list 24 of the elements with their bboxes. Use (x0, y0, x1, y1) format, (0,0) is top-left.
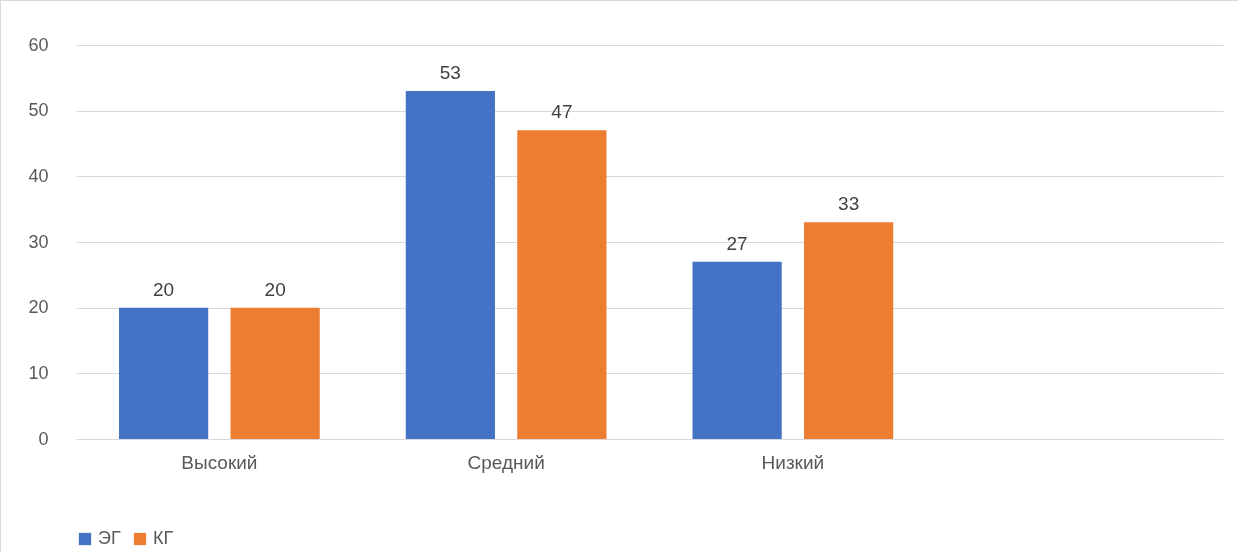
data-label: 47 (551, 101, 573, 123)
data-label: 53 (439, 61, 461, 83)
bar (692, 261, 782, 439)
bar (405, 90, 495, 439)
y-tick-label: 10 (28, 362, 49, 383)
bar (517, 130, 607, 439)
y-tick-label: 50 (28, 100, 49, 121)
bar (230, 307, 320, 439)
data-label: 20 (153, 278, 175, 300)
x-tick-label: Низкий (761, 451, 825, 473)
y-tick-label: 60 (28, 34, 49, 55)
legend-label: КГ (153, 528, 174, 548)
bar (804, 222, 894, 439)
legend-label: ЭГ (98, 528, 121, 548)
data-label: 27 (726, 232, 748, 254)
x-tick-label: Высокий (181, 451, 258, 473)
data-label: 20 (264, 278, 286, 300)
data-label: 33 (838, 193, 860, 215)
bar (119, 307, 209, 439)
y-tick-label: 0 (38, 428, 49, 449)
y-tick-label: 30 (28, 231, 49, 252)
y-tick-label: 20 (28, 297, 49, 318)
y-tick-label: 40 (28, 165, 49, 186)
x-tick-label: Средний (467, 451, 545, 473)
